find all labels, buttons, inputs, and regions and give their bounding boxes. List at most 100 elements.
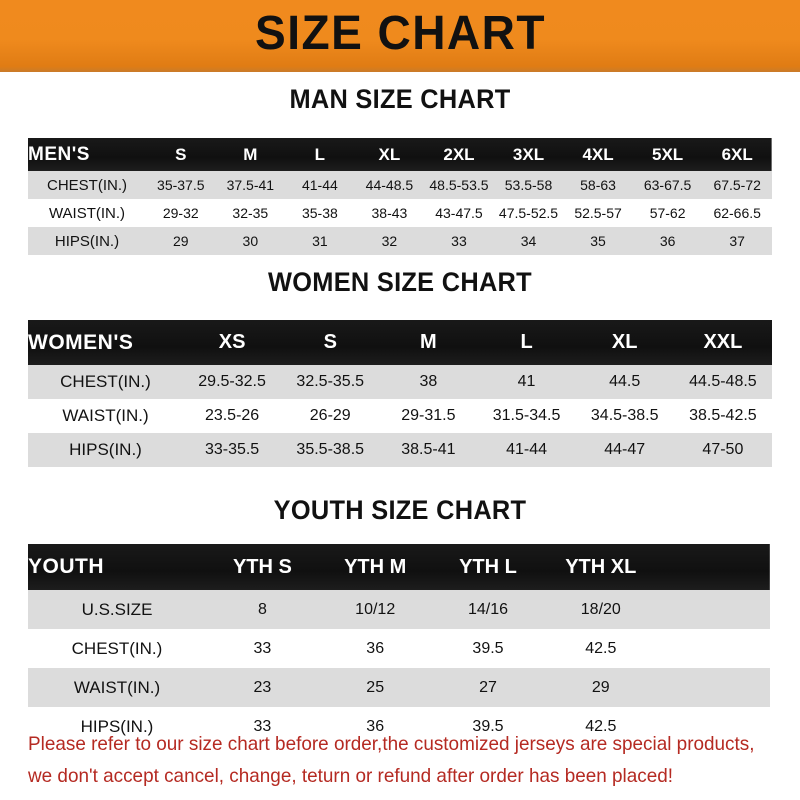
women-waist-l: 31.5-34.5 xyxy=(492,407,561,424)
youth-hips-s: 33 xyxy=(253,717,272,735)
youth-row-spacer xyxy=(657,668,770,707)
women-hips-xxl: 47-50 xyxy=(702,441,744,458)
youth-waist-l: 27 xyxy=(479,678,497,696)
men-waist-s: 29-32 xyxy=(162,205,199,221)
table-row: WAIST(IN.) 29-32 32-35 35-38 38-43 43-47… xyxy=(28,199,772,227)
men-header-label: MEN'S xyxy=(28,143,90,165)
youth-chest-s: 33 xyxy=(253,639,272,657)
youth-header-label: YOUTH xyxy=(28,555,104,578)
youth-waist-xl: 29 xyxy=(591,678,610,696)
table-row: U.S.SIZE 8 10/12 14/16 18/20 xyxy=(28,590,770,629)
women-waist-m: 29-31.5 xyxy=(401,407,456,424)
youth-ussize-xl: 18/20 xyxy=(580,600,621,618)
men-hips-2xl: 33 xyxy=(451,233,467,249)
women-column-header-xl: XL xyxy=(611,331,638,353)
youth-column-header-m: YTH M xyxy=(344,555,407,578)
men-hips-6xl: 37 xyxy=(729,233,745,249)
men-hips-5xl: 36 xyxy=(659,233,676,249)
man-section-title: MAN SIZE CHART xyxy=(289,84,511,114)
youth-hips-xl: 42.5 xyxy=(585,717,617,735)
men-chest-l: 41-44 xyxy=(301,177,338,193)
youth-chest-l: 39.5 xyxy=(472,639,504,657)
youth-table-header-row: YOUTH YTH S YTH M YTH L YTH XL xyxy=(28,544,770,590)
men-hips-3xl: 34 xyxy=(520,233,537,249)
page-title: SIZE CHART xyxy=(254,7,546,60)
women-hips-m: 38.5-41 xyxy=(401,441,456,458)
men-column-header-s: S xyxy=(175,144,187,164)
men-waist-6xl: 62-66.5 xyxy=(713,205,761,221)
women-waist-s: 26-29 xyxy=(309,407,351,424)
men-column-header-2xl: 2XL xyxy=(443,144,475,164)
youth-size-table: YOUTH YTH S YTH M YTH L YTH XL U.S.SIZE … xyxy=(28,544,770,746)
men-waist-2xl: 43-47.5 xyxy=(435,205,483,221)
youth-header-spacer xyxy=(657,544,770,590)
men-column-header-l: L xyxy=(314,144,326,164)
youth-row-label-chest: CHEST(IN.) xyxy=(71,638,163,658)
men-hips-4xl: 35 xyxy=(590,233,606,249)
men-chest-m: 37.5-41 xyxy=(226,177,275,193)
youth-column-header-s: YTH S xyxy=(232,555,292,578)
men-table-header-row: MEN'S S M L XL 2XL 3XL 4XL 5XL 6XL xyxy=(28,138,772,171)
youth-hips-l: 39.5 xyxy=(472,717,504,735)
youth-row-label-waist: WAIST(IN.) xyxy=(73,677,161,697)
women-column-header-m: M xyxy=(420,331,437,353)
women-column-header-s: S xyxy=(323,331,337,353)
women-column-header-l: L xyxy=(520,331,533,353)
youth-row-label-ussize: U.S.SIZE xyxy=(81,599,153,619)
men-row-label-chest: CHEST(IN.) xyxy=(47,176,127,194)
footer-line-1: Please refer to our size chart before or… xyxy=(28,733,755,755)
men-chest-3xl: 53.5-58 xyxy=(504,177,553,193)
table-row: CHEST(IN.) 33 36 39.5 42.5 xyxy=(28,629,770,668)
men-chest-5xl: 63-67.5 xyxy=(643,177,692,193)
men-column-header-6xl: 6XL xyxy=(721,144,753,164)
women-chest-s: 32.5-35.5 xyxy=(296,373,365,390)
youth-waist-s: 23 xyxy=(253,678,272,696)
women-chest-xs: 29.5-32.5 xyxy=(198,373,266,390)
table-row: CHEST(IN.) 35-37.5 37.5-41 41-44 44-48.5… xyxy=(28,171,772,199)
table-row: WAIST(IN.) 23 25 27 29 xyxy=(28,668,770,707)
men-chest-4xl: 58-63 xyxy=(580,177,616,193)
youth-chest-m: 36 xyxy=(366,639,385,657)
table-row: CHEST(IN.) 29.5-32.5 32.5-35.5 38 41 44.… xyxy=(28,365,772,399)
men-row-label-hips: HIPS(IN.) xyxy=(54,232,120,250)
men-waist-m: 32-35 xyxy=(232,205,269,221)
men-hips-s: 29 xyxy=(172,233,189,249)
footer-line-2: we don't accept cancel, change, teturn o… xyxy=(28,765,674,787)
men-hips-xl: 32 xyxy=(381,233,398,249)
women-row-label-hips: HIPS(IN.) xyxy=(69,440,142,459)
youth-row-spacer xyxy=(657,629,770,668)
page-banner: SIZE CHART xyxy=(0,0,800,72)
men-size-table: MEN'S S M L XL 2XL 3XL 4XL 5XL 6XL CHEST… xyxy=(28,138,772,255)
youth-ussize-m: 10/12 xyxy=(355,600,396,618)
men-waist-3xl: 47.5-52.5 xyxy=(498,205,559,221)
women-column-header-xs: XS xyxy=(218,331,246,353)
women-column-header-xxl: XXL xyxy=(703,331,743,353)
table-row: HIPS(IN.) 29 30 31 32 33 34 35 36 37 xyxy=(28,227,772,255)
women-chest-xxl: 44.5-48.5 xyxy=(689,373,757,390)
youth-chest-xl: 42.5 xyxy=(585,639,617,657)
men-waist-l: 35-38 xyxy=(301,205,338,221)
youth-ussize-l: 14/16 xyxy=(467,600,509,618)
men-row-label-waist: WAIST(IN.) xyxy=(48,204,126,222)
youth-column-header-l: YTH L xyxy=(459,555,517,578)
men-waist-4xl: 52.5-57 xyxy=(574,205,622,221)
women-chest-xl: 44.5 xyxy=(609,373,641,390)
men-waist-xl: 38-43 xyxy=(371,205,408,221)
youth-hips-m: 36 xyxy=(366,717,385,735)
men-column-header-xl: XL xyxy=(378,144,401,164)
men-column-header-4xl: 4XL xyxy=(582,144,614,164)
women-hips-xs: 33-35.5 xyxy=(204,441,260,458)
youth-row-label-hips: HIPS(IN.) xyxy=(80,716,154,736)
women-chest-l: 41 xyxy=(517,373,536,390)
women-section-title: WOMEN SIZE CHART xyxy=(268,267,532,297)
women-waist-xl: 34.5-38.5 xyxy=(590,407,659,424)
youth-row-spacer xyxy=(657,590,770,629)
men-waist-5xl: 57-62 xyxy=(649,205,686,221)
footer-disclaimer: Please refer to our size chart before or… xyxy=(28,728,754,792)
men-column-header-m: M xyxy=(243,144,258,164)
women-row-label-waist: WAIST(IN.) xyxy=(62,406,149,425)
women-hips-s: 35.5-38.5 xyxy=(296,441,365,458)
men-hips-l: 31 xyxy=(312,233,328,249)
women-table-header-row: WOMEN'S XS S M L XL XXL xyxy=(28,320,772,365)
women-row-label-chest: CHEST(IN.) xyxy=(60,372,151,391)
